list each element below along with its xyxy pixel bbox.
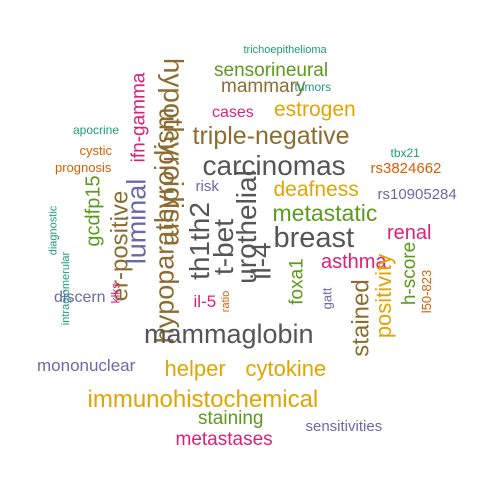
word-discern: discern bbox=[54, 289, 106, 306]
word-sensorineural: sensorineural bbox=[214, 59, 329, 81]
word-metastases: metastases bbox=[175, 428, 273, 450]
word-carcinomas: carcinomas bbox=[202, 150, 346, 181]
word-stained: stained bbox=[347, 279, 375, 357]
word-ratio: ratio bbox=[219, 290, 232, 312]
word-sensitivities: sensitivities bbox=[305, 417, 383, 435]
word-deafness: deafness bbox=[273, 177, 359, 201]
word-tbx21: tbx21 bbox=[390, 146, 420, 160]
word-renal: renal bbox=[387, 222, 432, 244]
word-cases: cases bbox=[212, 104, 254, 121]
word-diagnostic: diagnostic bbox=[47, 205, 60, 255]
word-intraglomerular: intraglomerular bbox=[59, 251, 72, 325]
word-metastatic: metastatic bbox=[272, 199, 378, 226]
word-triple-negative: triple-negative bbox=[192, 121, 350, 150]
word-foxa1: foxa1 bbox=[286, 257, 308, 305]
word-asthma: asthma bbox=[321, 251, 387, 273]
word-positivity: positivity bbox=[371, 253, 397, 339]
word-risk: risk bbox=[195, 177, 219, 195]
word-immunohistochemical: immunohistochemical bbox=[87, 386, 319, 413]
word-apocrine: apocrine bbox=[73, 123, 120, 137]
word-klks: klks bbox=[107, 282, 122, 304]
word-staining: staining bbox=[198, 407, 264, 429]
word-h-score: h-score bbox=[398, 241, 420, 305]
word-il-4: il-4 bbox=[245, 242, 277, 280]
word-rs10905284: rs10905284 bbox=[377, 185, 457, 203]
word-prognosis: prognosis bbox=[55, 159, 112, 175]
word-gcdfp15: gcdfp15 bbox=[82, 175, 105, 247]
word-rs3824662: rs3824662 bbox=[370, 159, 442, 177]
word-il-5: il-5 bbox=[193, 291, 217, 311]
word-gatt: gatt bbox=[319, 287, 335, 309]
word-l50-823: l50-823 bbox=[418, 269, 434, 313]
word-trichoepithelioma: trichoepithelioma bbox=[243, 43, 327, 56]
word-estrogen: estrogen bbox=[274, 97, 356, 121]
word-tumors: tumors bbox=[294, 80, 332, 94]
word-mononuclear: mononuclear bbox=[37, 355, 136, 375]
word-cystic: cystic bbox=[79, 142, 113, 158]
word-mammary: mammary bbox=[221, 75, 306, 97]
word-mammaglobin: mammaglobin bbox=[144, 318, 314, 349]
word-helper: helper bbox=[164, 356, 226, 381]
word-hypoparathyroidism: hypoparathyroidism bbox=[149, 107, 180, 343]
word-cytokine: cytokine bbox=[245, 356, 327, 381]
word-ifn-gamma: ifn-gamma bbox=[128, 72, 150, 162]
word-breast: breast bbox=[273, 221, 355, 254]
